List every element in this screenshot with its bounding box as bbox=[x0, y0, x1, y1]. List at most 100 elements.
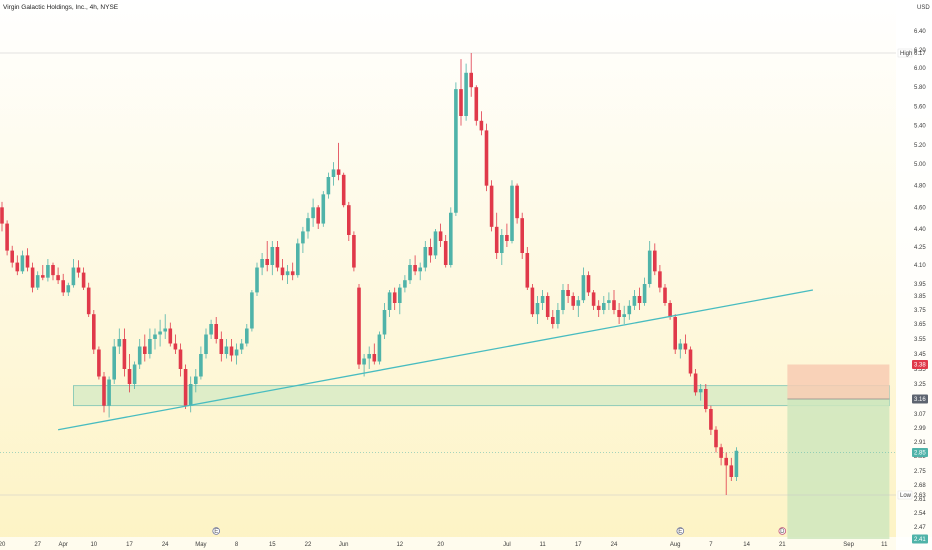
candle-body bbox=[362, 358, 366, 365]
price-tick-label: 2.75 bbox=[914, 469, 926, 475]
candle-body bbox=[35, 275, 40, 288]
candle-body bbox=[245, 328, 249, 344]
candle-body bbox=[545, 296, 550, 317]
candle-body bbox=[219, 339, 224, 354]
candle-body bbox=[229, 346, 234, 356]
candle-body bbox=[586, 275, 591, 293]
candle-body bbox=[285, 271, 290, 276]
candle-body bbox=[352, 235, 356, 268]
candle bbox=[10, 245, 14, 268]
position-reward-zone[interactable] bbox=[787, 399, 890, 539]
candle bbox=[377, 331, 382, 365]
low-label-box bbox=[897, 490, 913, 500]
candle bbox=[729, 457, 734, 481]
candle-body bbox=[326, 177, 331, 195]
candle bbox=[56, 267, 60, 284]
candle-body bbox=[66, 285, 71, 293]
candle bbox=[372, 343, 377, 365]
candle bbox=[336, 142, 341, 181]
candle bbox=[627, 300, 632, 320]
candle bbox=[5, 220, 9, 256]
candle bbox=[51, 262, 55, 281]
candle-body bbox=[433, 231, 438, 256]
candle-body bbox=[117, 339, 122, 347]
candle-body bbox=[525, 253, 530, 288]
candle-body bbox=[97, 349, 101, 377]
trendline[interactable] bbox=[57, 289, 814, 431]
position-risk-zone[interactable] bbox=[787, 364, 890, 400]
candle bbox=[423, 241, 428, 272]
time-tick-label: 17 bbox=[126, 542, 133, 548]
event-marker-circle bbox=[778, 527, 787, 535]
candle-body bbox=[301, 231, 305, 244]
candle-body bbox=[571, 296, 575, 306]
candle-body bbox=[163, 328, 167, 332]
candle-body bbox=[316, 207, 320, 224]
price-tick-label: 2.68 bbox=[914, 483, 926, 489]
candle-body bbox=[535, 303, 540, 315]
candle bbox=[0, 201, 4, 232]
drawing-trendline[interactable] bbox=[57, 289, 814, 431]
candle-body bbox=[280, 267, 285, 276]
candle bbox=[515, 183, 519, 224]
candle bbox=[331, 162, 336, 186]
candle-body bbox=[204, 334, 208, 354]
price-tick-label: 6.00 bbox=[914, 66, 926, 72]
candle-body bbox=[194, 376, 198, 384]
candle-body bbox=[158, 331, 162, 335]
candle bbox=[479, 111, 484, 136]
candle-body bbox=[382, 310, 387, 335]
candle bbox=[204, 328, 208, 359]
time-tick-label: 10 bbox=[90, 542, 97, 548]
price-tick-label: 5.40 bbox=[914, 124, 926, 130]
candle bbox=[540, 290, 545, 310]
candle bbox=[642, 277, 647, 306]
candle-body bbox=[132, 364, 137, 384]
candle bbox=[143, 334, 147, 362]
candle-body bbox=[234, 349, 239, 356]
price-tick-label: 4.25 bbox=[914, 245, 926, 251]
candle-body bbox=[469, 72, 473, 88]
current-price-tag[interactable]: 2.85 bbox=[912, 448, 928, 457]
candle-body bbox=[561, 290, 565, 310]
candle-body bbox=[81, 272, 86, 288]
candle bbox=[81, 267, 86, 290]
high-label: High 6.17 bbox=[897, 48, 926, 58]
candle bbox=[137, 339, 142, 369]
candle bbox=[153, 328, 157, 350]
time-tick-label: 24 bbox=[611, 542, 618, 548]
candle-body bbox=[15, 262, 20, 272]
target-price-tag[interactable]: 2.41 bbox=[912, 534, 928, 544]
candle-body bbox=[275, 247, 280, 268]
time-tick-label: 12 bbox=[396, 542, 403, 548]
price-tick-label: 4.40 bbox=[914, 227, 926, 233]
candle-body bbox=[632, 296, 637, 306]
current-price-tag-box bbox=[912, 448, 928, 457]
stop-price-tag[interactable]: 3.38 bbox=[912, 360, 928, 369]
price-axis-background bbox=[896, 0, 932, 550]
time-axis[interactable]: 20 27 Apr 10 17 24 May 8 15 22 Jun 12 20 Jul 11 17 24 Aug… bbox=[0, 527, 888, 548]
candle-body bbox=[617, 310, 621, 317]
price-axis[interactable]: 6.40 6.20 6.00 5.80 5.60 5.40 5.20 5.00 4.80 4.60… bbox=[897, 29, 928, 545]
event-marker[interactable]: D bbox=[778, 527, 787, 535]
candle bbox=[449, 207, 453, 268]
event-marker[interactable]: E bbox=[676, 527, 685, 535]
event-marker[interactable]: E bbox=[212, 527, 221, 535]
candle-body bbox=[500, 235, 504, 253]
candle bbox=[285, 265, 290, 284]
candle bbox=[148, 328, 152, 359]
candle-body bbox=[428, 247, 433, 256]
candle-body bbox=[239, 343, 244, 350]
time-tick-label: 11 bbox=[539, 542, 546, 548]
candle-body bbox=[622, 314, 626, 317]
entry-price-tag[interactable]: 3.16 bbox=[912, 394, 928, 404]
candle-body bbox=[107, 379, 111, 406]
time-tick-label: Sep bbox=[843, 542, 854, 548]
candle bbox=[392, 287, 397, 310]
event-marker-text: D bbox=[780, 529, 785, 535]
price-tick-label: 2.91 bbox=[914, 440, 926, 446]
time-tick-label: 24 bbox=[162, 542, 169, 548]
candle bbox=[704, 384, 708, 413]
candle bbox=[46, 259, 50, 282]
